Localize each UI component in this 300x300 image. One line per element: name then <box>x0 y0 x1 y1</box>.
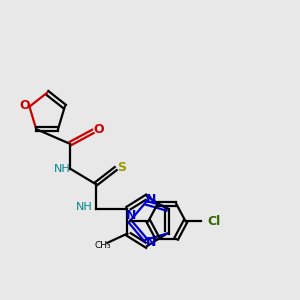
Text: NH: NH <box>76 202 93 212</box>
Text: N: N <box>126 209 136 222</box>
Text: Cl: Cl <box>208 215 221 228</box>
Text: NH: NH <box>54 164 70 174</box>
Text: O: O <box>20 99 31 112</box>
Text: CH₃: CH₃ <box>95 242 111 250</box>
Text: N: N <box>146 236 156 249</box>
Text: O: O <box>93 123 104 136</box>
Text: N: N <box>146 193 156 206</box>
Text: S: S <box>117 160 126 173</box>
